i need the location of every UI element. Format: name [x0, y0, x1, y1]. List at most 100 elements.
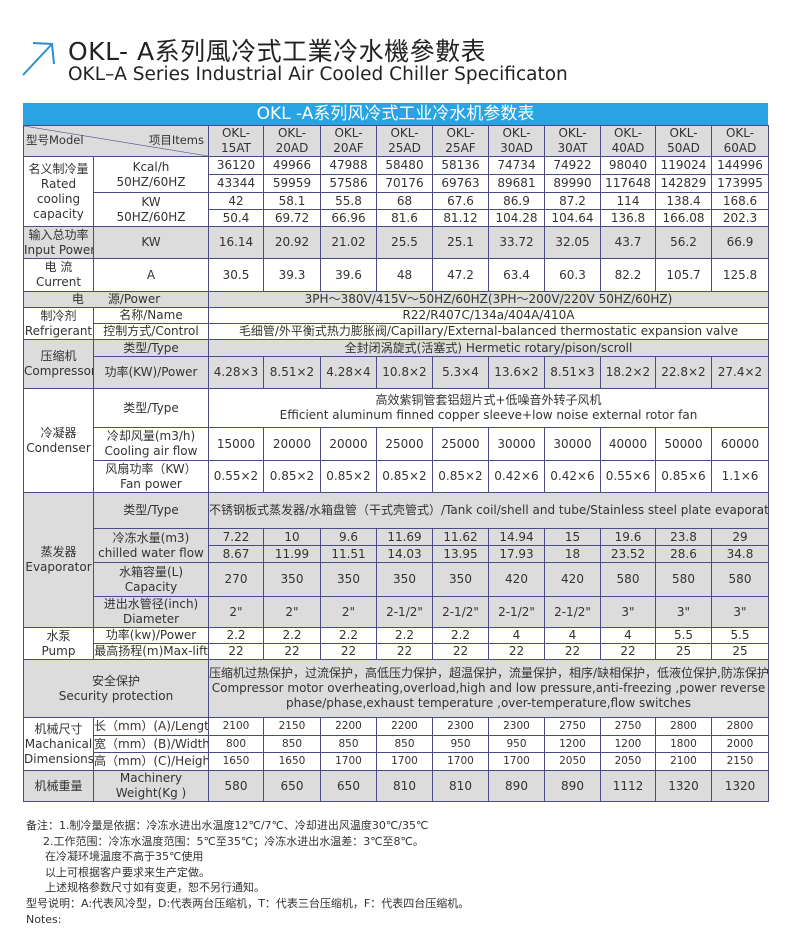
refrigerant-control-label: 控制方式/Control: [93, 323, 209, 340]
value-cell: 22: [488, 643, 545, 660]
condenser-type-label: 类型/Type: [93, 388, 209, 428]
header-corner: 型号Model 项目Items: [23, 125, 209, 157]
value-cell: 47.2: [432, 258, 489, 292]
security-value: 压缩机过热保护，过流保护，高低压力保护，超温保护，流量保护，相序/缺相保护，低液…: [208, 659, 769, 718]
model-label: 型号Model: [26, 133, 84, 147]
value-cell: 950: [488, 735, 545, 753]
value-cell: 270: [208, 562, 264, 597]
weight-unit: Machinery Weight(Kg ): [93, 770, 209, 802]
diagonal-line: [24, 126, 208, 156]
weight-label: 机械重量: [23, 770, 94, 802]
value-cell: 22: [376, 643, 433, 660]
value-cell: 2200: [320, 717, 377, 736]
value-cell: 32.05: [544, 226, 601, 259]
kcal-unit-line: 50HZ/60HZ: [116, 174, 186, 189]
value-cell: 30000: [544, 427, 601, 461]
value-cell: 15000: [208, 427, 264, 461]
model-header-line: OKL-: [221, 126, 251, 141]
value-cell: 0.55×2: [208, 460, 264, 493]
input-power-unit: KW: [93, 226, 209, 259]
value-cell: 2750: [600, 717, 656, 736]
note-line: 以上可根据客户要求来生产定做。: [45, 865, 210, 879]
pipe-diameter-label-line: 进出水管径(inch): [103, 597, 199, 612]
value-cell: 2100: [208, 717, 264, 736]
value-cell: 136.8: [600, 209, 656, 227]
value-cell: 4.28×3: [208, 356, 264, 389]
value-cell: 1700: [376, 752, 433, 771]
value-cell: 2.2: [320, 627, 377, 644]
dimensions-label-line: Dimensions: [24, 751, 94, 766]
value-cell: 20000: [263, 427, 321, 461]
value-cell: 580: [711, 562, 769, 597]
page-subtitle: OKL–A Series Industrial Air Cooled Chill…: [68, 64, 568, 85]
security-value-line: phase/phase,exhaust temperature ,over-te…: [286, 696, 691, 710]
model-header: OKL- 30AD: [488, 125, 545, 157]
value-cell: 2150: [711, 752, 769, 771]
model-header-line: OKL-: [502, 126, 531, 141]
length-label: 长（mm）(A)/Length: [93, 717, 209, 736]
value-cell: 89990: [544, 174, 601, 193]
value-cell: 3": [600, 596, 656, 628]
value-cell: 1112: [600, 770, 656, 802]
value-cell: 4: [544, 627, 601, 644]
model-header-line: 25AF: [445, 141, 476, 155]
value-cell: 22: [600, 643, 656, 660]
evaporator-type-label: 类型/Type: [93, 492, 209, 529]
cooling-label-line: Rated: [40, 176, 77, 191]
pump-label: 水泵 Pump: [23, 627, 94, 660]
current-label-line: Current: [35, 275, 82, 289]
pump-label-line: Pump: [41, 643, 76, 658]
value-cell: 18.2×2: [600, 356, 656, 389]
value-cell: 19.6: [600, 528, 656, 546]
value-cell: 0.85×2: [376, 460, 433, 493]
compressor-type-label: 类型/Type: [93, 339, 209, 357]
value-cell: 0.42×6: [488, 460, 545, 493]
value-cell: 2000: [711, 735, 769, 753]
value-cell: 43.7: [600, 226, 656, 259]
value-cell: 4: [488, 627, 545, 644]
value-cell: 58.1: [263, 192, 321, 210]
value-cell: 650: [263, 770, 321, 802]
value-cell: 117648: [600, 174, 656, 193]
refrigerant-control-label-line: 控制方式/Control: [103, 324, 199, 339]
note-line: 备注：1.制冷量是依据：冷冻水进出水温度12℃/7℃、冷却进出风温度30℃/35…: [26, 819, 429, 832]
value-cell: 580: [655, 562, 712, 597]
value-cell: 2800: [711, 717, 769, 736]
value-cell: 4.28×4: [320, 356, 377, 389]
evaporator-label: 蒸发器 Evaporator: [23, 492, 94, 628]
value-cell: 4: [600, 627, 656, 644]
value-cell: 850: [376, 735, 433, 753]
input-power-label: 输入总功率 Input Power: [23, 226, 94, 259]
refrigerant-control-value-line: 毛细管/外平衡式热力膨胀阀/Capillary/External-balance…: [238, 324, 739, 339]
value-cell: 420: [544, 562, 601, 597]
value-cell: 10.8×2: [376, 356, 433, 389]
cooling-label: 名义制冷量 Rated cooling capacity: [23, 156, 94, 227]
condenser-label-line: Condenser: [26, 440, 91, 455]
model-header-line: 60AD: [723, 141, 757, 155]
value-cell: 2": [320, 596, 377, 628]
note-line: Notes:: [26, 912, 62, 926]
kw-unit-line: KW: [141, 194, 161, 209]
value-cell: 850: [320, 735, 377, 753]
model-header-line: OKL-: [390, 126, 419, 141]
value-cell: 9.6: [320, 528, 377, 546]
pump-lift-label: 最高扬程(m)Max-lift: [93, 643, 209, 660]
value-cell: 0.85×2: [263, 460, 321, 493]
value-cell: 59959: [263, 174, 321, 193]
value-cell: 81.6: [376, 209, 433, 227]
input-power-unit-line: KW: [141, 235, 161, 249]
condenser-type-value-line: 高效紫铜管套铝翅片式+低噪音外转子风机: [375, 393, 602, 407]
pump-power-label: 功率(kw)/Power: [93, 627, 209, 644]
value-cell: 5.5: [711, 627, 769, 644]
value-cell: 60000: [711, 427, 769, 461]
value-cell: 14.94: [488, 528, 545, 546]
items-label: 项目Items: [148, 133, 204, 147]
tank-capacity-label-line: Capacity: [124, 579, 178, 594]
model-header-line: 30AT: [557, 141, 588, 155]
value-cell: 0.85×2: [432, 460, 489, 493]
note-line: 2.工作范围：冷冻水温度范围：5℃至35℃；冷冻水进出水温差：3℃至8℃。: [43, 834, 424, 848]
model-header-line: OKL-: [446, 126, 475, 141]
value-cell: 89681: [488, 174, 545, 193]
kw-unit: KW 50HZ/60HZ: [93, 192, 209, 227]
value-cell: 650: [320, 770, 377, 802]
